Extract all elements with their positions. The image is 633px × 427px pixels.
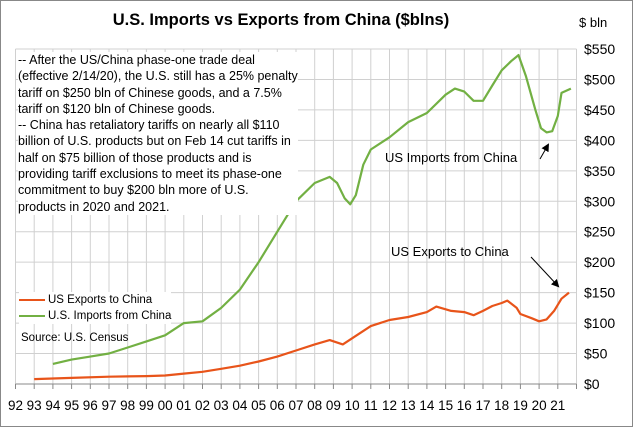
y-tick-label: $300	[584, 193, 615, 209]
y-tick-label: $50	[584, 346, 608, 362]
x-tick-label: 92	[8, 398, 23, 413]
x-tick-label: 16	[457, 398, 472, 413]
y-tick-label: $500	[584, 71, 615, 87]
y-tick-label: $400	[584, 132, 615, 148]
legend-label: U.S. Imports from China	[48, 310, 172, 322]
note-text: -- After the US/China phase-one trade de…	[18, 52, 298, 215]
arrow-icon	[530, 256, 560, 288]
y-tick-label: $100	[584, 315, 615, 331]
x-tick-label: 08	[307, 398, 322, 413]
imports-line	[52, 53, 572, 365]
y-tick-label: $350	[584, 163, 615, 179]
legend-swatch	[19, 299, 45, 301]
x-tick-label: 95	[64, 398, 79, 413]
x-tick-label: 10	[345, 398, 360, 413]
y-tick-label: $0	[584, 376, 600, 392]
imports-annotation: US Imports from China	[385, 150, 518, 165]
arrow-icon	[539, 143, 549, 160]
x-tick-label: 04	[232, 398, 248, 413]
chart-title: U.S. Imports vs Exports from China ($bln…	[112, 11, 450, 29]
x-tick-label: 94	[45, 398, 61, 413]
y-tick-label: $550	[584, 41, 615, 57]
x-tick-label: 93	[27, 398, 42, 413]
y-axis-label: $ bln	[579, 15, 608, 30]
y-tick-label: $200	[584, 254, 615, 270]
legend: US Exports to China U.S. Imports from Ch…	[19, 292, 172, 324]
legend-swatch	[19, 315, 45, 317]
x-tick-label: 07	[288, 398, 303, 413]
legend-item-exports: US Exports to China	[19, 292, 171, 308]
x-tick-label: 21	[550, 398, 565, 413]
exports-annotation: US Exports to China	[391, 244, 509, 259]
x-tick-label: 15	[438, 398, 453, 413]
x-tick-label: 00	[158, 398, 173, 413]
y-tick-label: $150	[584, 285, 615, 301]
x-tick-label: 19	[513, 398, 528, 413]
x-tick-label: 09	[326, 398, 341, 413]
x-tick-label: 98	[120, 398, 135, 413]
x-tick-label: 06	[270, 398, 285, 413]
y-tick-label: $250	[584, 224, 615, 240]
y-tick-label: $450	[584, 102, 615, 118]
x-tick-label: 20	[532, 398, 547, 413]
x-tick-label: 17	[475, 398, 490, 413]
legend-label: US Exports to China	[48, 294, 153, 306]
x-tick-label: 03	[214, 398, 229, 413]
x-tick-label: 99	[139, 398, 154, 413]
x-tick-label: 96	[83, 398, 98, 413]
legend-item-imports: U.S. Imports from China	[19, 308, 171, 324]
x-tick-label: 97	[101, 398, 116, 413]
exports-line	[34, 291, 570, 381]
x-tick-label: 05	[251, 398, 266, 413]
x-tick-label: 12	[382, 398, 397, 413]
x-tick-label: 18	[494, 398, 509, 413]
x-tick-label: 02	[195, 398, 210, 413]
x-tick-label: 11	[364, 398, 378, 413]
x-tick-label: 01	[176, 398, 191, 413]
x-tick-label: 13	[401, 398, 416, 413]
source-text: Source: U.S. Census	[21, 332, 129, 344]
x-tick-label: 14	[419, 398, 435, 413]
